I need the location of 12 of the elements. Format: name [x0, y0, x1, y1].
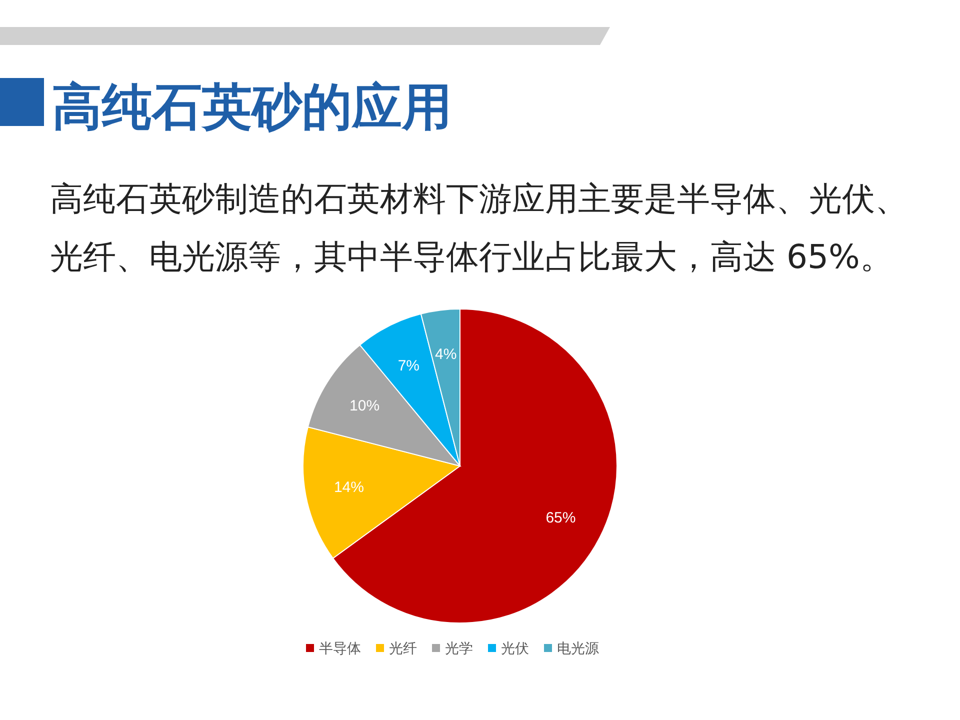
chart-subtitle: 高纯石英砂制造的石英材料下游应用主要是半导体、光伏、光纤、电光源等，其中半导体行业占比最大，高达 65%。	[50, 178, 909, 278]
data-label: 14%	[334, 479, 364, 496]
legend-label: 光伏	[501, 641, 529, 657]
legend-label: 半导体	[319, 641, 361, 657]
legend-label: 光纤	[389, 641, 417, 657]
data-label: 65%	[546, 509, 576, 526]
data-label: 4%	[434, 346, 457, 363]
legend-label: 电光源	[557, 641, 599, 657]
data-label: 10%	[350, 397, 380, 414]
data-label: 7%	[398, 357, 420, 374]
legend-label: 光学	[445, 641, 473, 657]
chart-title: 高纯石英砂的应用	[52, 77, 452, 138]
